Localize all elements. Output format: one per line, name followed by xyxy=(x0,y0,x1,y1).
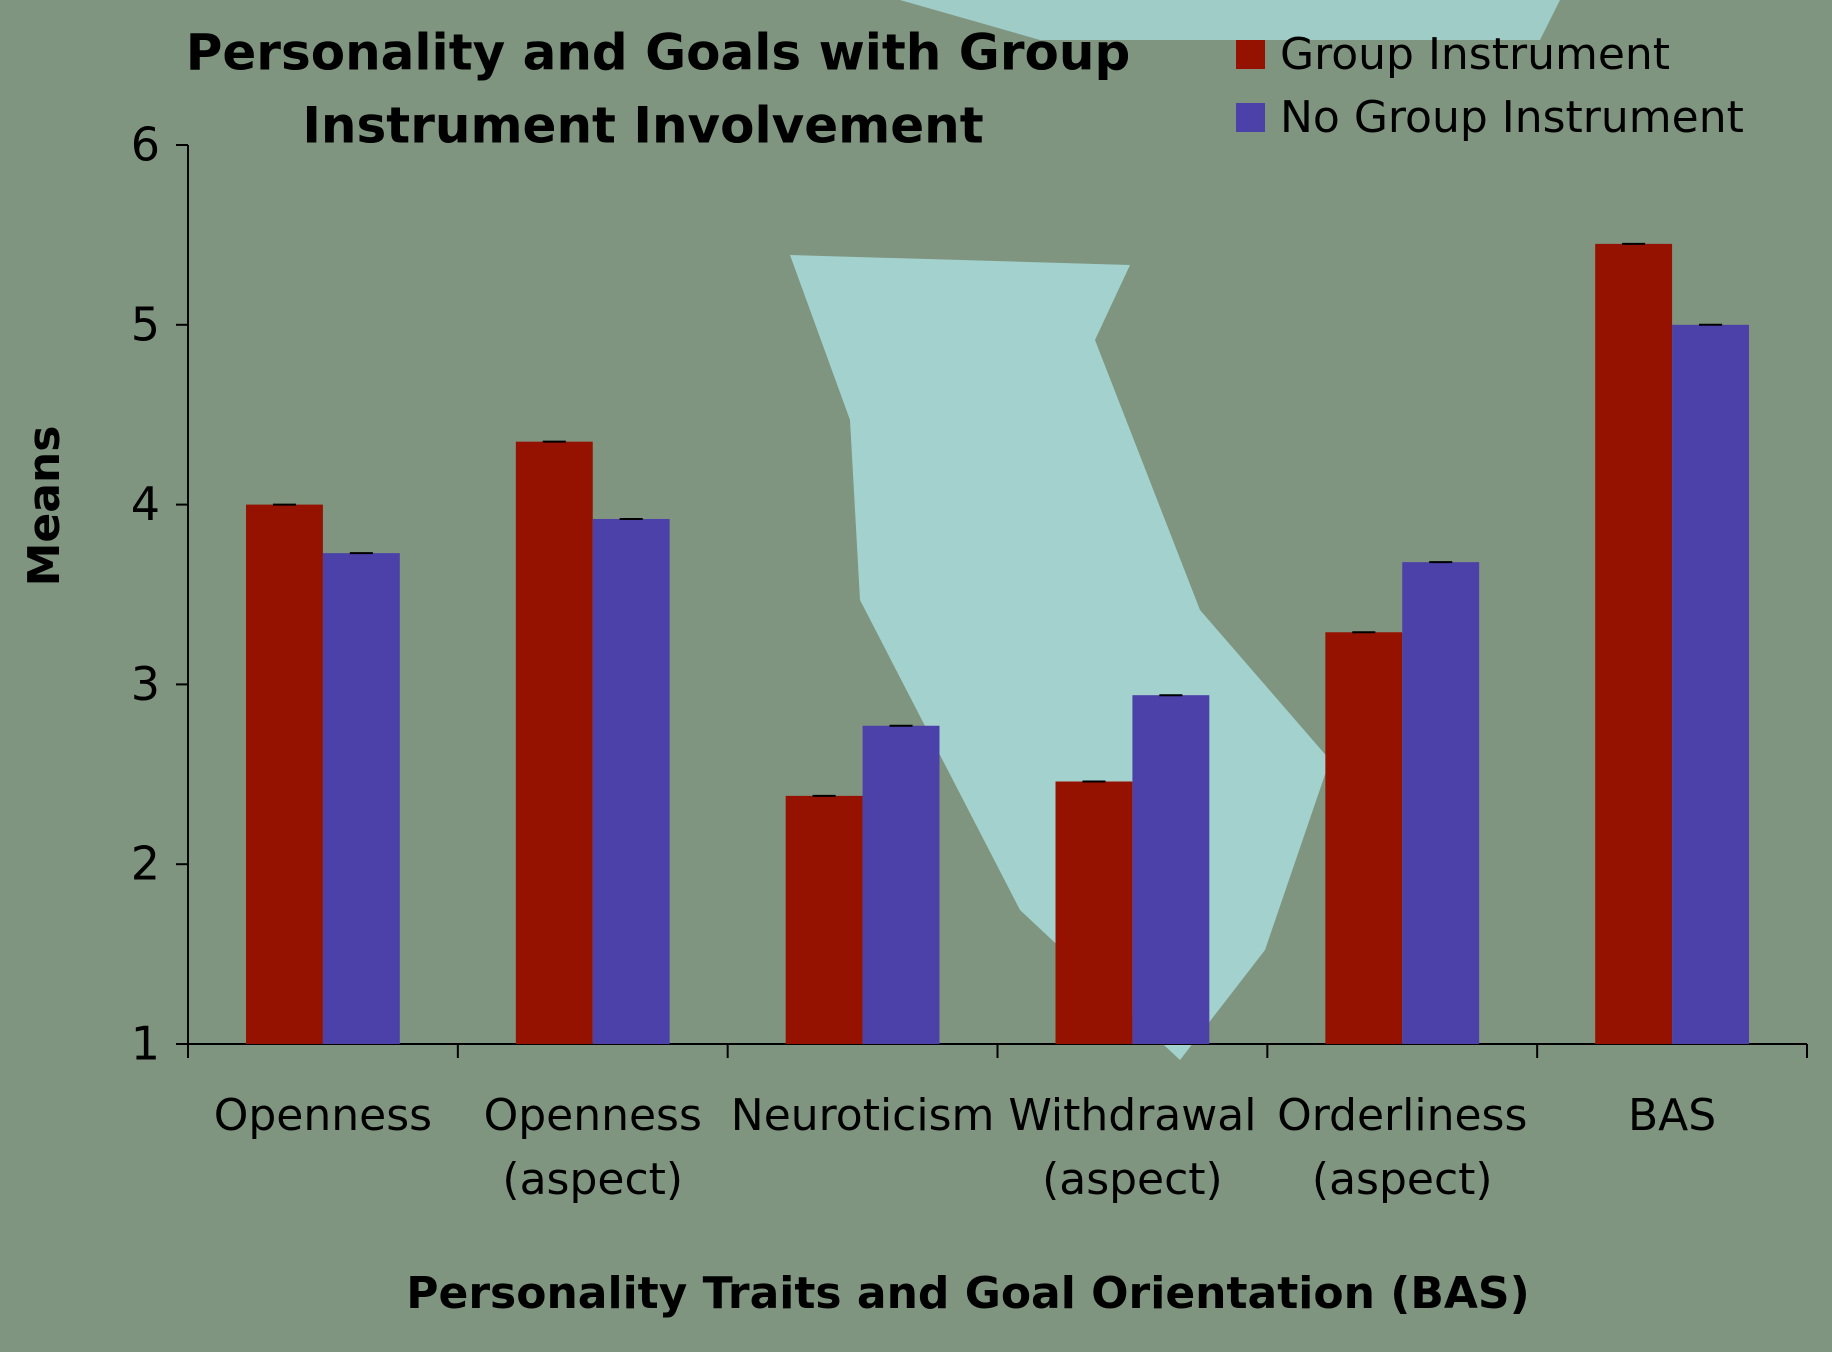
bar xyxy=(246,504,323,1045)
bar xyxy=(862,725,940,1044)
legend-swatch xyxy=(1236,103,1265,132)
decor xyxy=(550,0,1560,40)
x-tick-label: Neuroticism xyxy=(730,1090,995,1141)
x-tick-label: Openness (aspect) xyxy=(483,1090,702,1205)
chart-title: Personality and Goals with Group xyxy=(186,24,1130,82)
bar xyxy=(1402,562,1480,1044)
y-axis-title: Means xyxy=(19,426,70,587)
y-tick-label: 5 xyxy=(131,297,160,351)
y-tick-label: 1 xyxy=(131,1017,160,1071)
bar xyxy=(322,553,400,1044)
legend-label: Group Instrument xyxy=(1280,29,1670,80)
bar xyxy=(785,795,863,1044)
bar xyxy=(1055,781,1133,1044)
legend-label: No Group Instrument xyxy=(1280,92,1744,143)
bar xyxy=(592,518,670,1044)
y-tick-label: 2 xyxy=(131,837,160,891)
bar xyxy=(1672,324,1749,1044)
x-tick-label: Orderliness (aspect) xyxy=(1277,1090,1528,1205)
bar xyxy=(1595,243,1673,1044)
bar xyxy=(1132,695,1210,1044)
bar xyxy=(1325,632,1403,1044)
x-tick-label: Openness xyxy=(213,1090,433,1141)
y-tick-label: 4 xyxy=(131,477,160,531)
y-tick-label: 6 xyxy=(131,118,160,172)
x-tick-label: BAS xyxy=(1627,1090,1717,1141)
bar xyxy=(515,441,593,1044)
y-tick-label: 3 xyxy=(131,657,160,711)
x-tick-label: Withdrawal (aspect) xyxy=(1008,1090,1257,1205)
chart-title: Instrument Involvement xyxy=(302,97,983,155)
legend-swatch xyxy=(1236,40,1265,69)
x-axis-title: Personality Traits and Goal Orientation … xyxy=(406,1268,1529,1319)
